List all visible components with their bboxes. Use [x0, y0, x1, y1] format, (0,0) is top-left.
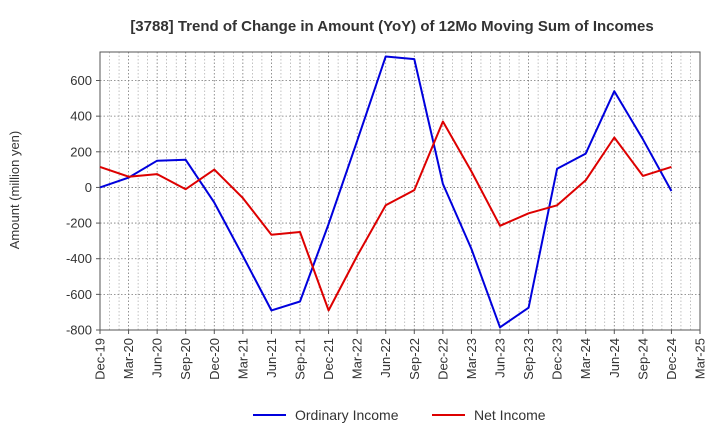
- x-tick-label: Dec-19: [93, 338, 108, 380]
- x-tick-label: Jun-23: [493, 338, 508, 378]
- legend-label: Ordinary Income: [295, 407, 399, 423]
- x-tick-label: Jun-22: [378, 338, 393, 378]
- tick-labels: -800 -600 -400 -200 0 200 400 600 Dec-19 Mar-20 Ju…: [66, 73, 708, 380]
- x-tick-label: Jun-21: [264, 338, 279, 378]
- axes: [96, 51, 701, 334]
- x-tick-label: Mar-22: [350, 338, 365, 379]
- legend-label: Net Income: [474, 407, 546, 423]
- series-line-net-income: [99, 120, 672, 312]
- y-tick-label: -400: [66, 251, 92, 266]
- y-tick-label: 0: [85, 180, 92, 195]
- x-tick-label: Dec-20: [207, 338, 222, 380]
- y-tick-label: -200: [66, 216, 92, 231]
- x-tick-label: Jun-24: [607, 338, 622, 378]
- x-tick-label: Dec-23: [550, 338, 565, 380]
- x-tick-label: Sep-21: [293, 338, 308, 380]
- series-lines: [99, 55, 673, 329]
- y-axis-label: Amount (million yen): [7, 131, 22, 250]
- x-tick-label: Sep-23: [521, 338, 536, 380]
- x-tick-label: Mar-23: [464, 338, 479, 379]
- x-tick-label: Dec-22: [435, 338, 450, 380]
- y-tick-label: -800: [66, 323, 92, 338]
- y-tick-label: 400: [70, 109, 92, 124]
- x-tick-label: Mar-21: [235, 338, 250, 379]
- x-tick-label: Dec-21: [321, 338, 336, 380]
- x-tick-label: Mar-20: [121, 338, 136, 379]
- x-tick-label: Sep-22: [407, 338, 422, 380]
- x-tick-label: Mar-24: [578, 338, 593, 379]
- x-tick-label: Sep-20: [178, 338, 193, 380]
- legend: Ordinary Income Net Income: [253, 407, 546, 423]
- y-tick-label: 600: [70, 73, 92, 88]
- plot-frame: [99, 51, 701, 331]
- x-tick-label: Mar-25: [693, 338, 708, 379]
- y-tick-label: 200: [70, 144, 92, 159]
- chart-title: [3788] Trend of Change in Amount (YoY) o…: [130, 18, 653, 35]
- x-tick-label: Dec-24: [664, 338, 679, 380]
- x-tick-label: Sep-24: [635, 338, 650, 380]
- x-tick-label: Jun-20: [150, 338, 165, 378]
- grid: [99, 52, 701, 331]
- y-tick-label: -600: [66, 287, 92, 302]
